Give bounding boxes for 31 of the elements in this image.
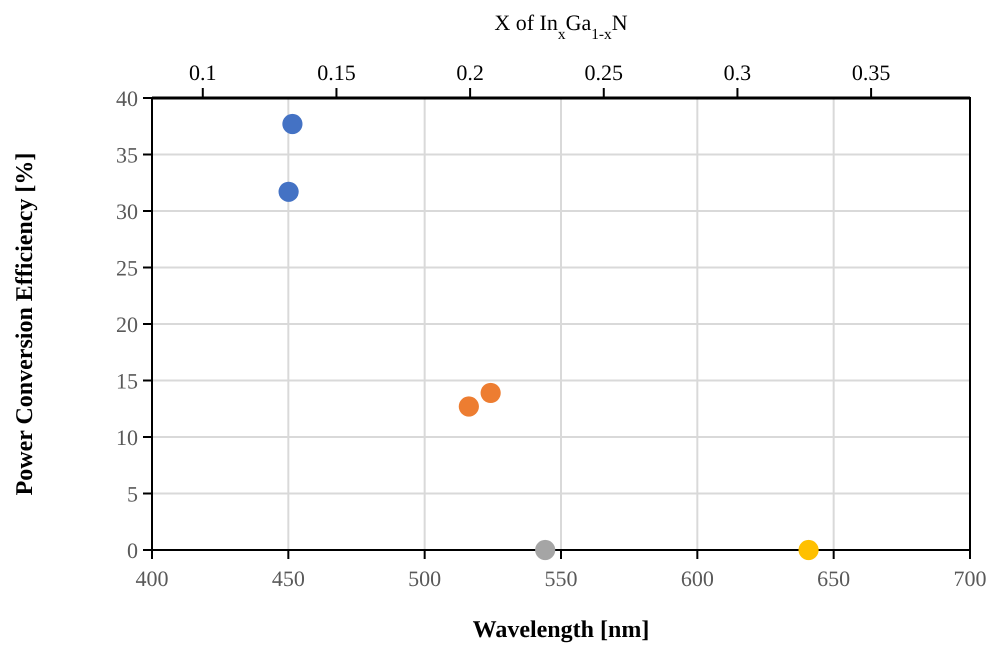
point bbox=[282, 114, 303, 134]
y-tick-label: 15 bbox=[116, 368, 138, 394]
point bbox=[798, 540, 819, 560]
x-tick-label: 500 bbox=[408, 566, 442, 591]
point bbox=[535, 540, 556, 560]
point bbox=[278, 182, 299, 202]
x-axis-title: Wavelength [nm] bbox=[472, 617, 650, 643]
x-tick-label: 600 bbox=[680, 566, 714, 591]
point bbox=[458, 396, 479, 417]
x2-tick-label: 0.3 bbox=[724, 60, 752, 85]
x2-tick-label: 0.25 bbox=[584, 60, 624, 85]
x-tick-label: 550 bbox=[544, 566, 578, 591]
x2-tick-label: 0.2 bbox=[456, 60, 484, 85]
y-tick-label: 10 bbox=[116, 425, 138, 450]
x-tick-label: 450 bbox=[272, 566, 305, 591]
x2-tick-label: 0.35 bbox=[852, 60, 890, 85]
x-tick-label: 700 bbox=[954, 566, 986, 591]
y-tick-label: 25 bbox=[116, 256, 138, 280]
x2-tick-label: 0.1 bbox=[189, 60, 217, 85]
y-tick-label: 40 bbox=[116, 86, 138, 111]
point bbox=[480, 382, 501, 404]
y-tick-label: 35 bbox=[116, 142, 138, 168]
x-tick-label: 650 bbox=[817, 566, 850, 591]
y-tick-label: 5 bbox=[127, 482, 138, 506]
y-tick-label: 20 bbox=[116, 312, 138, 337]
y-tick-label: 0 bbox=[127, 538, 138, 563]
x2-tick-label: 0.15 bbox=[317, 60, 356, 85]
y-axis-title: Power Conversion Efficiency [%] bbox=[12, 152, 38, 496]
x-tick-label: 400 bbox=[136, 566, 168, 591]
y-tick-label: 30 bbox=[116, 199, 138, 224]
x2-axis-title: X of In$_{x}$Ga$_{1-x}$N bbox=[494, 10, 628, 42]
